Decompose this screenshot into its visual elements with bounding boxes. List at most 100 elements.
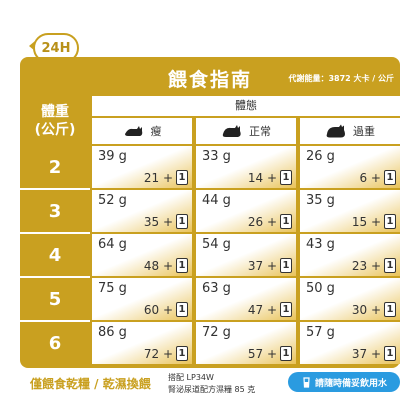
wet-portion: 23 +1 xyxy=(352,258,396,273)
type-header-thin: 瘦 xyxy=(92,118,192,144)
table-cell: 50 g 30 +1 xyxy=(300,278,400,320)
feeding-mode-label: 僅餵食乾糧 / 乾濕換餵 xyxy=(30,377,151,391)
body-condition-header: 體態 xyxy=(92,96,400,116)
wet-portion: 15 +1 xyxy=(352,214,396,229)
water-drop-icon xyxy=(303,377,310,388)
can-icon: 1 xyxy=(176,170,188,185)
wet-portion: 26 +1 xyxy=(248,214,292,229)
row-weight: 3 xyxy=(48,200,62,222)
wet-amount: 47 + xyxy=(247,302,277,317)
can-icon: 1 xyxy=(384,170,396,185)
table-cell: 75 g 60 +1 xyxy=(92,278,192,320)
wet-portion: 21 +1 xyxy=(144,170,188,185)
dry-grams: 33 g xyxy=(202,149,231,164)
cat-icon xyxy=(222,125,241,137)
dry-grams: 39 g xyxy=(98,149,127,164)
row-divider xyxy=(20,188,90,190)
row-weight: 4 xyxy=(48,244,62,266)
can-icon: 1 xyxy=(280,214,292,229)
can-icon: 1 xyxy=(176,214,188,229)
table-cell: 72 g 57 +1 xyxy=(196,322,296,364)
dry-grams: 26 g xyxy=(306,149,335,164)
table-cell: 54 g 37 +1 xyxy=(196,234,296,276)
table-cell: 43 g 23 +1 xyxy=(300,234,400,276)
can-icon: 1 xyxy=(384,302,396,317)
wet-amount: 30 + xyxy=(351,302,381,317)
wet-portion: 30 +1 xyxy=(352,302,396,317)
dry-grams: 35 g xyxy=(306,193,335,208)
wet-portion: 47 +1 xyxy=(248,302,292,317)
wet-portion: 14 +1 xyxy=(248,170,292,185)
weight-column-header: 體重 (公斤) xyxy=(20,96,90,146)
dry-grams: 72 g xyxy=(202,325,231,340)
cat-icon xyxy=(326,124,345,138)
dry-grams: 50 g xyxy=(306,281,335,296)
wet-portion: 35 +1 xyxy=(144,214,188,229)
can-icon: 1 xyxy=(384,346,396,361)
wet-food-note-line2: 腎泌尿道配方濕糧 85 克 xyxy=(168,385,256,394)
dry-grams: 75 g xyxy=(98,281,127,296)
table-cell: 86 g 72 +1 xyxy=(92,322,192,364)
wet-amount: 14 + xyxy=(247,170,277,185)
wet-food-note: 搭配 LP34W 腎泌尿道配方濕糧 85 克 xyxy=(168,372,255,396)
wet-portion: 60 +1 xyxy=(144,302,188,317)
wet-amount: 26 + xyxy=(247,214,277,229)
can-icon: 1 xyxy=(384,258,396,273)
calorie-info: 代謝能量：3872 大卡 / 公斤 xyxy=(288,74,394,83)
dry-grams: 54 g xyxy=(202,237,231,252)
can-icon: 1 xyxy=(280,170,292,185)
table-cell: 35 g 15 +1 xyxy=(300,190,400,232)
type-label: 正常 xyxy=(249,125,271,138)
wet-portion: 48 +1 xyxy=(144,258,188,273)
wet-amount: 23 + xyxy=(351,258,381,273)
row-divider xyxy=(20,320,90,322)
can-icon: 1 xyxy=(176,302,188,317)
dry-grams: 44 g xyxy=(202,193,231,208)
dry-grams: 64 g xyxy=(98,237,127,252)
wet-portion: 57 +1 xyxy=(248,346,292,361)
type-header-overweight: 過重 xyxy=(300,118,400,144)
page-title: 餵食指南 xyxy=(167,69,252,91)
wet-portion: 37 +1 xyxy=(248,258,292,273)
table-cell: 57 g 37 +1 xyxy=(300,322,400,364)
table-cell: 33 g 14 +1 xyxy=(196,146,296,188)
wet-portion: 37 +1 xyxy=(352,346,396,361)
wet-amount: 60 + xyxy=(143,302,173,317)
can-icon: 1 xyxy=(384,214,396,229)
can-icon: 1 xyxy=(176,258,188,273)
water-reminder-text: 請隨時備妥飲用水 xyxy=(314,378,387,389)
dry-grams: 86 g xyxy=(98,325,127,340)
wet-portion: 72 +1 xyxy=(144,346,188,361)
type-header-normal: 正常 xyxy=(196,118,296,144)
wet-portion: 6 +1 xyxy=(359,170,396,185)
wet-amount: 48 + xyxy=(143,258,173,273)
wet-amount: 37 + xyxy=(247,258,277,273)
wet-amount: 37 + xyxy=(351,346,381,361)
type-label: 過重 xyxy=(353,125,375,138)
row-weight: 2 xyxy=(48,156,62,178)
weight-header-label: 體重 xyxy=(41,104,69,120)
weight-header-unit: (公斤) xyxy=(34,122,76,138)
table-cell: 64 g 48 +1 xyxy=(92,234,192,276)
wet-amount: 6 + xyxy=(359,170,381,185)
dry-grams: 52 g xyxy=(98,193,127,208)
can-icon: 1 xyxy=(280,302,292,317)
wet-food-note-line1: 搭配 LP34W xyxy=(168,373,214,382)
water-reminder-badge: 請隨時備妥飲用水 xyxy=(288,372,400,392)
table-cell: 52 g 35 +1 xyxy=(92,190,192,232)
can-icon: 1 xyxy=(280,346,292,361)
row-divider xyxy=(20,232,90,234)
dry-grams: 63 g xyxy=(202,281,231,296)
table-cell: 44 g 26 +1 xyxy=(196,190,296,232)
dry-grams: 57 g xyxy=(306,325,335,340)
table-cell: 26 g 6 +1 xyxy=(300,146,400,188)
dry-grams: 43 g xyxy=(306,237,335,252)
can-icon: 1 xyxy=(176,346,188,361)
wet-amount: 72 + xyxy=(143,346,173,361)
can-icon: 1 xyxy=(280,258,292,273)
table-cell: 63 g 47 +1 xyxy=(196,278,296,320)
wet-amount: 15 + xyxy=(351,214,381,229)
type-label: 瘦 xyxy=(150,125,162,138)
row-divider xyxy=(20,276,90,278)
row-weight: 6 xyxy=(48,332,62,354)
